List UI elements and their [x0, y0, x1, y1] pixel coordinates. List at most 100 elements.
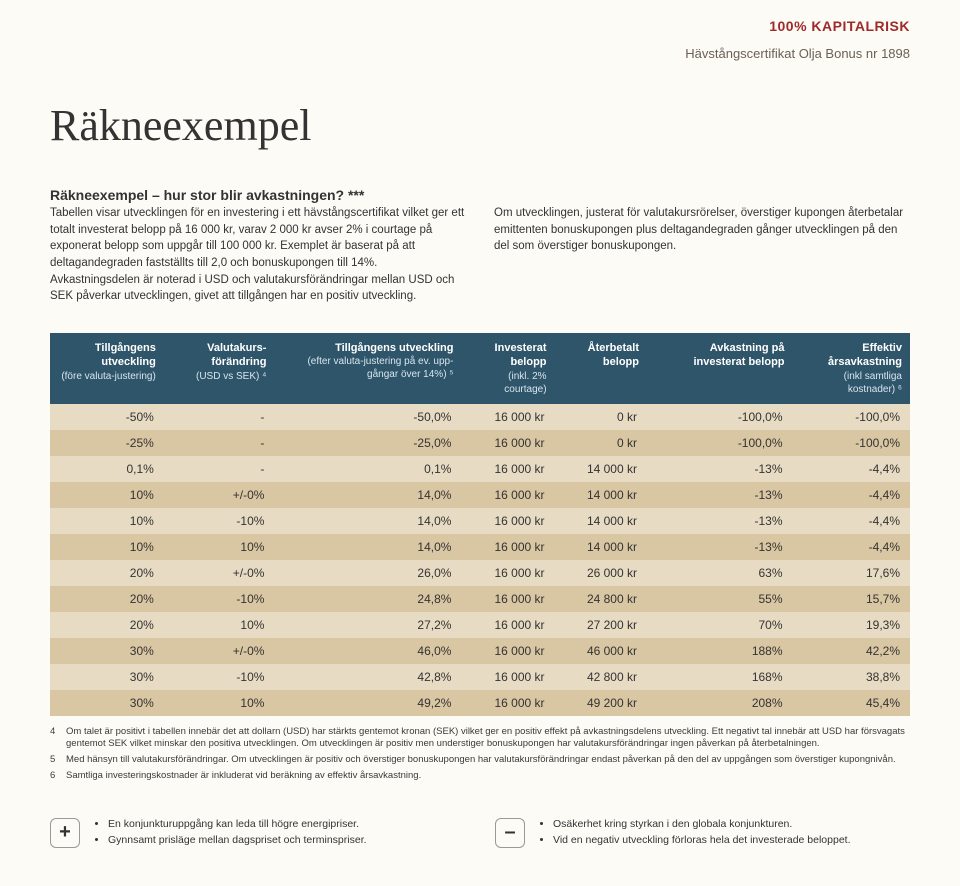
table-cell: -4,4%	[793, 456, 910, 482]
table-cell: 16 000 kr	[461, 534, 554, 560]
table-cell: 24 800 kr	[555, 586, 647, 612]
table-head: Tillgångens utveckling(före valuta-juste…	[50, 333, 910, 404]
table-cell: 30%	[50, 638, 164, 664]
table-cell: 10%	[50, 508, 164, 534]
table-row: 30%-10%42,8%16 000 kr42 800 kr168%38,8%	[50, 664, 910, 690]
table-row: 10%+/-0%14,0%16 000 kr14 000 kr-13%-4,4%	[50, 482, 910, 508]
minus-box: – Osäkerhet kring styrkan i den globala …	[495, 817, 910, 849]
table-cell: 0,1%	[274, 456, 461, 482]
table-row: 10%10%14,0%16 000 kr14 000 kr-13%-4,4%	[50, 534, 910, 560]
table-cell: 16 000 kr	[461, 560, 554, 586]
table-cell: -	[164, 430, 275, 456]
table-cell: 30%	[50, 690, 164, 716]
list-item: En konjunkturuppgång kan leda till högre…	[108, 817, 367, 833]
list-item: Vid en negativ utveckling förloras hela …	[553, 833, 851, 849]
table-cell: 16 000 kr	[461, 456, 554, 482]
table-cell: 10%	[164, 534, 275, 560]
table-cell: +/-0%	[164, 560, 275, 586]
table-cell: 63%	[647, 560, 793, 586]
table-cell: 208%	[647, 690, 793, 716]
example-table-wrap: Tillgångens utveckling(före valuta-juste…	[50, 333, 910, 716]
table-cell: -25%	[50, 430, 164, 456]
table-cell: +/-0%	[164, 482, 275, 508]
table-cell: -100,0%	[647, 430, 793, 456]
intro-col-2: Om utvecklingen, justerat för valutakurs…	[494, 205, 910, 305]
table-cell: 10%	[50, 534, 164, 560]
table-cell: 15,7%	[793, 586, 910, 612]
table-cell: -13%	[647, 508, 793, 534]
table-header-cell: Avkastning på investerat belopp	[647, 333, 793, 404]
table-cell: -25,0%	[274, 430, 461, 456]
table-cell: 24,8%	[274, 586, 461, 612]
table-row: 30%10%49,2%16 000 kr49 200 kr208%45,4%	[50, 690, 910, 716]
table-cell: 16 000 kr	[461, 430, 554, 456]
table-header-cell: Investerat belopp(inkl. 2% courtage)	[461, 333, 554, 404]
table-cell: 42,2%	[793, 638, 910, 664]
table-cell: -50,0%	[274, 404, 461, 430]
table-header-cell: Återbetalt belopp	[555, 333, 647, 404]
table-cell: 16 000 kr	[461, 612, 554, 638]
table-header-cell: Effektiv årsavkastning(inkl samtliga kos…	[793, 333, 910, 404]
table-body: -50%--50,0%16 000 kr0 kr-100,0%-100,0%-2…	[50, 404, 910, 716]
table-header-cell: Tillgångens utveckling(efter valuta-just…	[274, 333, 461, 404]
page: 100% KAPITALRISK Hävstångscertifikat Olj…	[0, 0, 960, 878]
page-title: Räkneexempel	[50, 100, 910, 151]
table-header-cell: Tillgångens utveckling(före valuta-juste…	[50, 333, 164, 404]
table-cell: 27,2%	[274, 612, 461, 638]
table-cell: 27 200 kr	[555, 612, 647, 638]
table-cell: -10%	[164, 586, 275, 612]
table-cell: 42,8%	[274, 664, 461, 690]
footnotes: 4Om talet är positivt i tabellen innebär…	[50, 726, 910, 783]
list-item: Gynnsamt prisläge mellan dagspriset och …	[108, 833, 367, 849]
table-cell: 16 000 kr	[461, 404, 554, 430]
table-row: 20%+/-0%26,0%16 000 kr26 000 kr63%17,6%	[50, 560, 910, 586]
table-cell: 14 000 kr	[555, 508, 647, 534]
table-cell: -	[164, 456, 275, 482]
table-cell: 20%	[50, 560, 164, 586]
table-cell: 55%	[647, 586, 793, 612]
table-cell: -4,4%	[793, 508, 910, 534]
table-cell: -	[164, 404, 275, 430]
table-cell: 14 000 kr	[555, 534, 647, 560]
table-cell: 188%	[647, 638, 793, 664]
table-cell: 45,4%	[793, 690, 910, 716]
table-cell: 14 000 kr	[555, 482, 647, 508]
table-cell: 14,0%	[274, 508, 461, 534]
intro-col-1: Tabellen visar utvecklingen för en inves…	[50, 205, 466, 305]
footnote: 5Med hänsyn till valutakursförändringar.…	[50, 754, 910, 767]
table-cell: -13%	[647, 456, 793, 482]
table-cell: -4,4%	[793, 534, 910, 560]
table-row: 0,1%-0,1%16 000 kr14 000 kr-13%-4,4%	[50, 456, 910, 482]
plus-box: + En konjunkturuppgång kan leda till hög…	[50, 817, 465, 849]
minus-list: Osäkerhet kring styrkan i den globala ko…	[539, 817, 851, 849]
table-cell: -100,0%	[793, 430, 910, 456]
table-cell: 20%	[50, 586, 164, 612]
table-cell: 16 000 kr	[461, 690, 554, 716]
table-cell: 10%	[164, 612, 275, 638]
table-row: 10%-10%14,0%16 000 kr14 000 kr-13%-4,4%	[50, 508, 910, 534]
intro-columns: Tabellen visar utvecklingen för en inves…	[50, 205, 910, 305]
table-cell: 14,0%	[274, 482, 461, 508]
table-cell: +/-0%	[164, 638, 275, 664]
table-row: 20%10%27,2%16 000 kr27 200 kr70%19,3%	[50, 612, 910, 638]
plus-icon: +	[50, 818, 80, 848]
table-row: 30%+/-0%46,0%16 000 kr46 000 kr188%42,2%	[50, 638, 910, 664]
footnote: 6Samtliga investeringskostnader är inklu…	[50, 770, 910, 783]
table-cell: 0 kr	[555, 430, 647, 456]
table-cell: 70%	[647, 612, 793, 638]
table-row: 20%-10%24,8%16 000 kr24 800 kr55%15,7%	[50, 586, 910, 612]
plus-minus-section: + En konjunkturuppgång kan leda till hög…	[50, 817, 910, 849]
table-header-cell: Valutakurs-förändring(USD vs SEK) ⁴	[164, 333, 275, 404]
table-cell: 38,8%	[793, 664, 910, 690]
table-cell: -4,4%	[793, 482, 910, 508]
table-row: -25%--25,0%16 000 kr0 kr-100,0%-100,0%	[50, 430, 910, 456]
table-cell: 26,0%	[274, 560, 461, 586]
table-cell: 0 kr	[555, 404, 647, 430]
product-subhead: Hävstångscertifikat Olja Bonus nr 1898	[685, 46, 910, 61]
risk-badge: 100% KAPITALRISK	[769, 18, 910, 34]
example-table: Tillgångens utveckling(före valuta-juste…	[50, 333, 910, 716]
table-cell: -100,0%	[793, 404, 910, 430]
list-item: Osäkerhet kring styrkan i den globala ko…	[553, 817, 851, 833]
table-cell: 42 800 kr	[555, 664, 647, 690]
table-cell: 49,2%	[274, 690, 461, 716]
